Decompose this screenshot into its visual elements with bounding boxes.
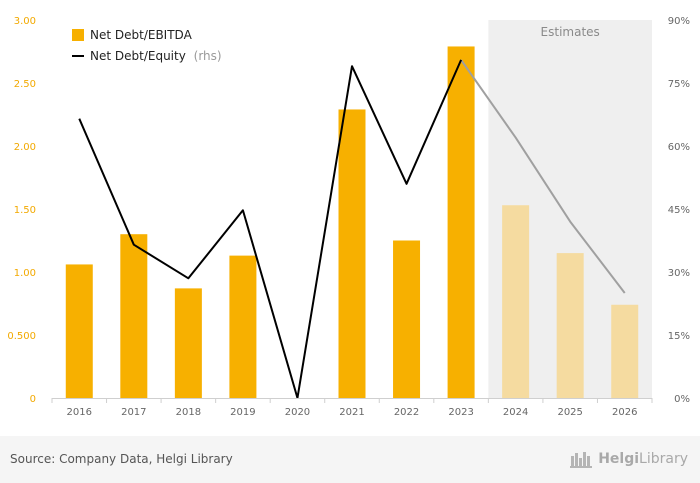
x-tick-label-2016: 2016 [67, 407, 92, 418]
bar-2021 [338, 109, 366, 399]
y-right-tick-label: 45% [668, 205, 690, 216]
y-left-tick-label: 0.500 [7, 331, 36, 342]
y-left-tick-label: 1.00 [14, 268, 36, 279]
brand-name-library: Library [639, 451, 688, 467]
bar-2023 [447, 46, 475, 399]
x-tick-label-2019: 2019 [230, 407, 255, 418]
y-left-tick-label: 1.50 [14, 205, 36, 216]
y-left-tick-label: 2.50 [14, 79, 36, 90]
legend-label-line-name: Net Debt/Equity [90, 49, 186, 63]
line-series-estimate [460, 59, 626, 294]
bar-2016 [65, 264, 93, 398]
bar-2022 [393, 240, 421, 398]
y-left-tick-label: 0 [30, 394, 36, 405]
x-tick-label-2024: 2024 [503, 407, 528, 418]
y-left-tick-label: 3.00 [14, 16, 36, 27]
legend-label-line-suffix: (rhs) [194, 49, 222, 63]
x-tick-label-2018: 2018 [176, 407, 201, 418]
y-right-tick-label: 0% [674, 394, 690, 405]
y-left-tick-label: 2.00 [14, 142, 36, 153]
chart: Estimates 2016 2017 2018 2019 2020 2021 2022 20… [7, 16, 690, 418]
bar-2017 [120, 234, 148, 398]
bar-2025 [556, 253, 584, 398]
bar-2026 [611, 304, 639, 398]
x-tick-label-2025: 2025 [557, 407, 582, 418]
footer: Source: Company Data, Helgi Library Helg… [0, 436, 700, 483]
bar-2024 [502, 205, 530, 398]
x-tick-label-2021: 2021 [339, 407, 364, 418]
brand-name-helgi: Helgi [598, 451, 640, 467]
bar-2019 [229, 255, 257, 398]
source-note: Source: Company Data, Helgi Library [10, 452, 233, 466]
x-tick-label-2022: 2022 [394, 407, 419, 418]
helgi-library-logo[interactable]: HelgiLibrary [570, 450, 688, 468]
legend-swatch-bar [72, 29, 84, 41]
y-right-tick-label: 75% [668, 79, 690, 90]
y-right-tick-label: 30% [668, 268, 690, 279]
y-right-tick-label: 15% [668, 331, 690, 342]
y-right-tick-label: 90% [668, 16, 690, 27]
x-tick-label-2023: 2023 [448, 407, 473, 418]
y-right-tick-label: 60% [668, 142, 690, 153]
legend-label-bar: Net Debt/EBITDA [90, 28, 193, 42]
legend-label-line: Net Debt/Equity (rhs) [90, 49, 222, 63]
x-tick-label-2026: 2026 [612, 407, 637, 418]
x-tick-label-2017: 2017 [121, 407, 146, 418]
x-tick-label-2020: 2020 [285, 407, 310, 418]
line-series-actual [78, 59, 463, 399]
bar-2018 [174, 288, 202, 398]
legend: Net Debt/EBITDA Net Debt/Equity (rhs) [72, 28, 222, 63]
estimates-label: Estimates [541, 25, 600, 39]
library-logo-icon [570, 452, 593, 468]
